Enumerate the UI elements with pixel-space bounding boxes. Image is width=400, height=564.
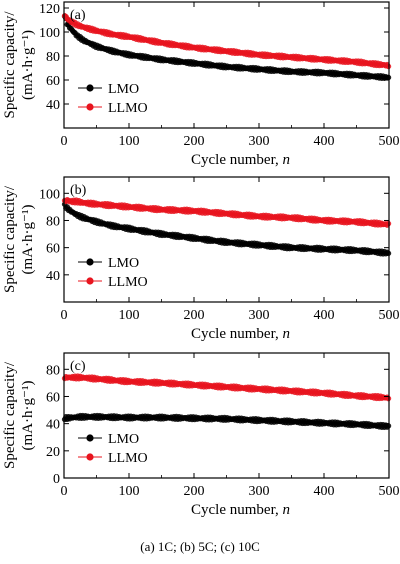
y-tick-label: 0 xyxy=(53,472,60,487)
y-axis-title-line2: (mA·h·g⁻¹) xyxy=(20,30,36,100)
x-tick-label: 100 xyxy=(119,308,140,323)
legend: LMO LLMO xyxy=(78,256,148,290)
x-tick-label: 200 xyxy=(184,484,205,499)
legend-label-lmo: LMO xyxy=(108,256,139,271)
y-tick-label: 60 xyxy=(46,242,60,257)
x-tick-label: 200 xyxy=(184,308,205,323)
x-axis-title: Cycle number, n xyxy=(191,326,290,342)
series-lmo xyxy=(61,412,392,431)
legend-marker-llmo xyxy=(86,453,94,461)
y-tick-label: 60 xyxy=(46,74,60,89)
figure-caption: (a) 1C; (b) 5C; (c) 10C xyxy=(140,539,260,554)
y-axis-title-line2: (mA·h·g⁻¹) xyxy=(20,205,36,275)
x-axis-title: Cycle number, n xyxy=(191,502,290,518)
x-tick-label: 400 xyxy=(314,484,335,499)
x-tick-label: 500 xyxy=(379,134,400,149)
y-tick-label: 80 xyxy=(46,50,60,65)
data-points xyxy=(61,13,392,81)
y-tick-label: 80 xyxy=(46,214,60,229)
series-llmo xyxy=(61,373,392,402)
x-tick-label: 100 xyxy=(119,134,140,149)
y-tick-label: 20 xyxy=(46,445,60,460)
legend-label-llmo: LLMO xyxy=(108,101,148,116)
x-tick-label: 500 xyxy=(379,484,400,499)
panel-label: (a) xyxy=(70,8,86,23)
legend-marker-lmo xyxy=(86,434,94,442)
x-tick-label: 100 xyxy=(119,484,140,499)
legend-marker-lmo xyxy=(86,84,94,92)
x-tick-label: 0 xyxy=(61,308,68,323)
legend-label-llmo: LLMO xyxy=(108,451,148,466)
legend: LMO LLMO xyxy=(78,432,148,466)
x-tick-label: 300 xyxy=(249,484,270,499)
y-tick-label: 40 xyxy=(46,418,60,433)
legend-marker-llmo xyxy=(86,277,94,285)
panel-label: (b) xyxy=(70,183,87,198)
data-points xyxy=(61,196,392,257)
x-tick-label: 300 xyxy=(249,134,270,149)
legend: LMO LLMO xyxy=(78,82,148,116)
x-tick-label: 0 xyxy=(61,134,68,149)
data-points xyxy=(61,373,392,431)
x-tick-label: 400 xyxy=(314,134,335,149)
legend-marker-llmo xyxy=(86,103,94,111)
y-tick-label: 120 xyxy=(39,2,60,17)
panel-label: (c) xyxy=(70,359,86,374)
legend-marker-lmo xyxy=(86,258,94,266)
y-axis-title-line1: Specific capacity/ xyxy=(2,11,18,119)
series-llmo xyxy=(61,196,392,228)
y-tick-label: 60 xyxy=(46,390,60,405)
y-tick-label: 40 xyxy=(46,98,60,113)
legend-label-lmo: LMO xyxy=(108,432,139,447)
y-axis-title-line1: Specific capacity/ xyxy=(2,185,18,293)
y-tick-label: 40 xyxy=(46,269,60,284)
panel-c: 0 100 200 300 400 500 0 20 40 60 80 Cycle number, n… xyxy=(2,352,400,518)
x-tick-label: 200 xyxy=(184,134,205,149)
legend-label-lmo: LMO xyxy=(108,82,139,97)
legend-label-llmo: LLMO xyxy=(108,275,148,290)
panel-a: 0 100 200 300 400 500 40 60 80 100 120 Cycle number… xyxy=(2,1,400,168)
y-axis-title-line1: Specific capacity/ xyxy=(2,361,18,469)
x-tick-label: 0 xyxy=(61,484,68,499)
y-tick-label: 80 xyxy=(46,363,60,378)
x-tick-label: 400 xyxy=(314,308,335,323)
y-tick-label: 100 xyxy=(39,26,60,41)
x-tick-label: 300 xyxy=(249,308,270,323)
x-axis-title: Cycle number, n xyxy=(191,152,290,168)
series-lmo xyxy=(61,201,392,257)
y-axis-title-line2: (mA·h·g⁻¹) xyxy=(20,381,36,451)
x-tick-label: 500 xyxy=(379,308,400,323)
series-lmo xyxy=(61,13,392,81)
panel-b: 0 100 200 300 400 500 40 60 80 100 Cycle number, n… xyxy=(2,176,400,342)
series-llmo xyxy=(61,13,392,70)
y-tick-label: 100 xyxy=(39,187,60,202)
